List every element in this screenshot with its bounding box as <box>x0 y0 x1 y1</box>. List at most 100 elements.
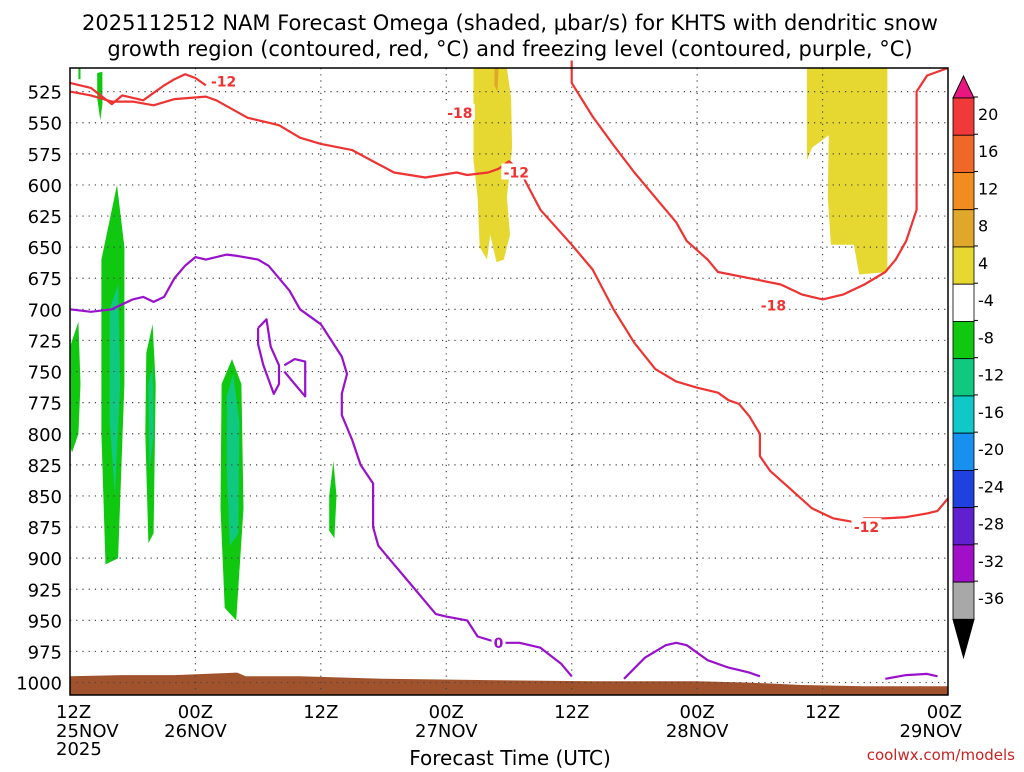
colorbar-label: -36 <box>978 589 1004 608</box>
omega-shade-gold <box>494 68 499 92</box>
y-tick-label: 675 <box>28 269 62 290</box>
chart-title-line2: growth region (contoured, red, °C) and f… <box>107 37 912 61</box>
omega-shade-teal <box>109 284 121 496</box>
plot-area: -12 -18 -12 -18 -12 0 525 550 575 600 625 650 675 700… <box>16 60 963 760</box>
colorbar-swatch <box>952 209 975 248</box>
colorbar-label: -12 <box>978 366 1004 385</box>
colorbar-swatch <box>952 432 975 471</box>
chart-title-line1: 2025112512 NAM Forecast Omega (shaded, μ… <box>82 11 938 35</box>
y-tick-label: 525 <box>28 83 62 104</box>
x-tick-label-date: 26NOV <box>164 721 227 742</box>
y-tick-label: 575 <box>28 145 62 166</box>
watermark: coolwx.com/models <box>867 746 1015 764</box>
contour-label-bg <box>491 633 506 650</box>
contour-label-bg <box>501 163 532 180</box>
omega-shade-yellow <box>473 68 513 263</box>
omega-shade-teal <box>226 374 240 546</box>
x-tick-label-date: 29NOV <box>899 721 962 742</box>
x-tick-label-date: 25NOV <box>56 721 119 742</box>
colorbar-swatch <box>952 246 975 285</box>
y-tick-label: 975 <box>28 642 62 663</box>
y-tick-label: 700 <box>28 300 62 321</box>
colorbar-label: 4 <box>978 254 988 273</box>
colorbar-label: -24 <box>978 477 1004 496</box>
contour-red_contour_-12_upper <box>69 73 207 106</box>
y-tick-label: 950 <box>28 611 62 632</box>
x-tick-label-time: 00Z <box>178 702 213 723</box>
colorbar-label: 16 <box>978 142 998 161</box>
x-tick-label-time: 00Z <box>680 702 715 723</box>
colorbar-swatch <box>952 581 975 620</box>
y-tick-label: 1000 <box>16 674 62 695</box>
x-tick-label-year: 2025 <box>56 739 102 760</box>
y-tick-label: 600 <box>28 176 62 197</box>
contour-label: -12 <box>504 166 529 182</box>
y-tick-label: 800 <box>28 425 62 446</box>
y-tick-label: 875 <box>28 518 62 539</box>
colorbar-swatch <box>952 134 975 173</box>
freezing-level-contour <box>257 318 281 395</box>
x-tick-label-time: 12Z <box>805 702 840 723</box>
y-tick-label: 775 <box>28 394 62 415</box>
contour-label-bg <box>208 72 239 89</box>
x-tick-label-time: 00Z <box>927 702 962 723</box>
x-tick-label-time: 12Z <box>303 702 338 723</box>
freezing-level-contour <box>69 253 573 678</box>
y-tick-label: 750 <box>28 363 62 384</box>
colorbar-label: 20 <box>978 105 998 124</box>
y-tick-label: 900 <box>28 549 62 570</box>
colorbar-swatch <box>952 283 975 322</box>
colorbar-label: -16 <box>978 403 1004 422</box>
y-tick-label: 925 <box>28 580 62 601</box>
x-tick-label-date: 27NOV <box>415 721 478 742</box>
colorbar-swatch <box>952 172 975 211</box>
contour-red_contour_-18 <box>69 90 949 524</box>
y-tick-label: 650 <box>28 238 62 259</box>
y-tick-label: 825 <box>28 456 62 477</box>
x-tick-label-time: 00Z <box>429 702 464 723</box>
contour-label: -18 <box>447 106 472 122</box>
x-tick-label-time: 12Z <box>554 702 589 723</box>
colorbar-label: -28 <box>978 515 1004 534</box>
freezing-level-contour <box>885 672 938 680</box>
contour-label-bg <box>444 103 475 120</box>
freezing-level-contour <box>623 641 761 680</box>
colorbar-label: 12 <box>978 179 998 198</box>
omega-shade-green <box>78 68 81 80</box>
colorbar-label: -32 <box>978 552 1004 571</box>
colorbar-label: -20 <box>978 440 1004 459</box>
freezing-level-contour <box>283 358 307 398</box>
colorbar-label: -8 <box>978 328 994 347</box>
y-tick-label: 625 <box>28 207 62 228</box>
terrain-fill <box>70 672 948 695</box>
omega-shade-yellow <box>806 68 888 275</box>
colorbar: 20 16 12 8 4 -4 -8 -12 -16 -20 -24 -28 -32 -36 <box>952 74 1004 660</box>
y-tick-label: 550 <box>28 114 62 135</box>
x-tick-label-time: 12Z <box>56 702 91 723</box>
colorbar-bottom-arrow <box>952 618 975 660</box>
x-axis-label: Forecast Time (UTC) <box>409 746 611 768</box>
y-tick-label: 850 <box>28 487 62 508</box>
plot-frame <box>69 67 949 696</box>
colorbar-swatch <box>952 321 975 360</box>
omega-shade-teal <box>148 365 154 472</box>
contour-red_contour_-12_lower <box>570 60 949 301</box>
contour-label-bg <box>851 518 882 535</box>
omega-shade-green <box>329 461 337 539</box>
contour-label-bg <box>758 296 789 313</box>
colorbar-swatch <box>952 395 975 434</box>
colorbar-swatch <box>952 507 975 546</box>
colorbar-swatch <box>952 469 975 509</box>
colorbar-swatch <box>952 97 975 136</box>
x-tick-label-date: 28NOV <box>666 721 729 742</box>
contour-label: -12 <box>854 520 879 536</box>
omega-shade-green <box>70 321 81 453</box>
colorbar-swatch <box>952 544 975 583</box>
grid-lines <box>70 68 948 695</box>
contour-label: 0 <box>494 636 504 652</box>
colorbar-label: 8 <box>978 217 988 236</box>
contour-label: -18 <box>761 299 786 315</box>
colorbar-swatch <box>952 358 975 397</box>
